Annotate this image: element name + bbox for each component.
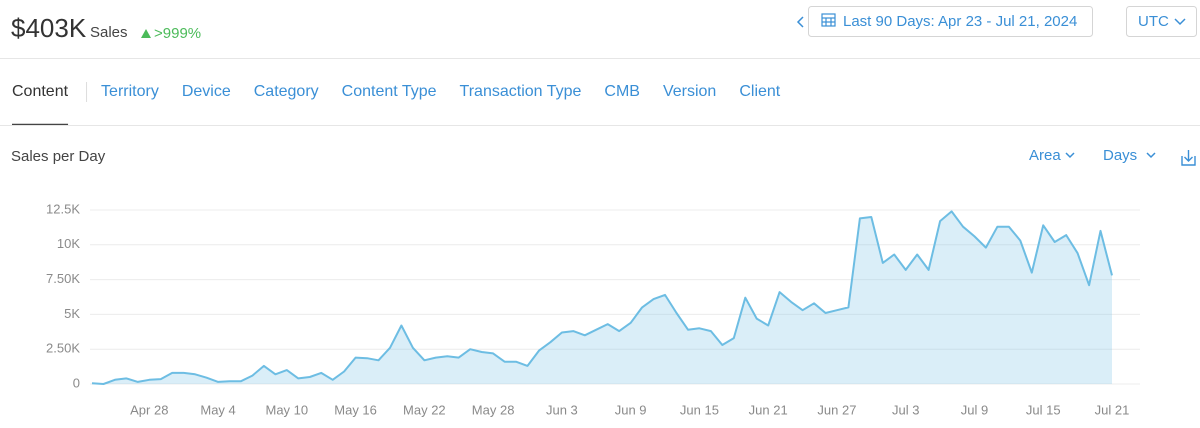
y-tick-label: 12.5K <box>46 201 80 216</box>
date-range-button[interactable] <box>808 6 1093 37</box>
x-tick-label: Jun 27 <box>817 402 856 417</box>
calendar-icon <box>821 13 836 27</box>
x-tick-label: Jul 21 <box>1095 402 1130 417</box>
date-range: Last 90 Days: Apr 23 - Jul 21, 2024 <box>843 13 1077 30</box>
x-tick-label: May 22 <box>403 402 446 417</box>
chart: 0 2.50K 5K 7.50K 10K 12.5K Apr 28 May 4 May 10 Ma… <box>46 201 1140 417</box>
chart-title: Sales per Day <box>11 148 106 165</box>
chevron <box>1146 152 1156 159</box>
tab[interactable]: Content <box>12 83 69 100</box>
y-tick-label: 7.50K <box>46 271 80 286</box>
y-tick-label: 10K <box>57 236 80 251</box>
area-fill <box>92 211 1112 384</box>
x-tick-label: Jun 21 <box>749 402 788 417</box>
total-label: Sales <box>90 24 128 41</box>
x-tick-label: Jul 3 <box>892 402 919 417</box>
chevron <box>1065 152 1075 159</box>
x-tick-label: May 28 <box>472 402 515 417</box>
total-sales: $403K <box>11 13 87 43</box>
tab[interactable]: Version <box>663 83 716 100</box>
y-tick-label: 2.50K <box>46 341 80 356</box>
download-icon[interactable] <box>1181 150 1196 166</box>
change: >999% <box>154 25 201 42</box>
tab[interactable]: Device <box>182 83 231 100</box>
chevron <box>1174 18 1186 26</box>
tab[interactable]: Category <box>254 83 319 100</box>
tab[interactable]: Transaction Type <box>460 83 582 100</box>
timezone-button[interactable] <box>1126 6 1197 37</box>
y-tick-label: 0 <box>73 375 80 390</box>
x-tick-label: Jun 9 <box>615 402 647 417</box>
prev-range[interactable] <box>796 16 804 28</box>
tab[interactable]: Content Type <box>342 83 437 100</box>
chart-style[interactable]: Area <box>1029 147 1061 164</box>
x-tick-label: Jul 9 <box>961 402 988 417</box>
x-tick-label: May 4 <box>200 402 235 417</box>
x-tick-label: May 16 <box>334 402 377 417</box>
interval[interactable]: Days <box>1103 147 1137 164</box>
timezone: UTC <box>1138 13 1169 30</box>
up-arrow <box>141 29 151 38</box>
x-tick-label: Apr 28 <box>130 402 168 417</box>
x-tick-label: Jul 15 <box>1026 402 1061 417</box>
y-tick-label: 5K <box>64 306 80 321</box>
tab[interactable]: CMB <box>604 83 640 100</box>
x-tick-label: May 10 <box>266 402 309 417</box>
area-line <box>91 210 1113 385</box>
tab[interactable]: Client <box>739 83 780 100</box>
x-tick-label: Jun 15 <box>680 402 719 417</box>
x-tick-label: Jun 3 <box>546 402 578 417</box>
tabs: Content Territory Device Category Content Ty… <box>12 82 781 126</box>
tab[interactable]: Territory <box>101 83 159 100</box>
